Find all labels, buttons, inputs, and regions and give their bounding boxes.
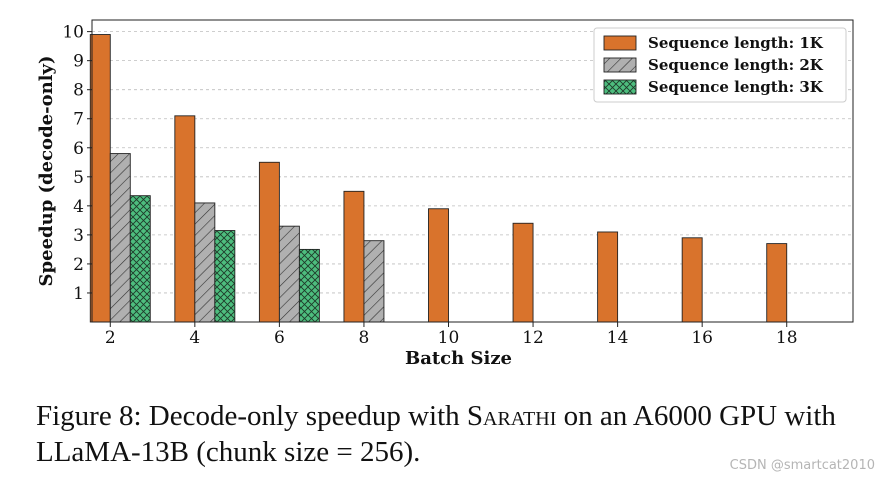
y-tick-label: 8 [73,81,84,101]
bar-1k-batch-12 [512,222,534,323]
bar-1k-batch-10 [428,208,449,323]
y-tick-label: 10 [62,23,84,43]
y-tick-label: 6 [73,139,84,159]
plot-frame [91,19,854,323]
y-tick-label: 4 [73,197,84,217]
watermark: CSDN @smartcat2010 [729,458,875,473]
bar-1k-batch-16 [681,237,703,323]
bar-1k-batch-4 [174,115,196,323]
legend-label-1k: Sequence length: 1K [648,34,824,52]
figure-caption: Figure 8: Decode-only speedup with Sarat… [36,398,881,470]
y-tick-label: 9 [73,52,84,72]
y-tick-label: 1 [73,284,84,304]
x-tick-label: 12 [522,328,544,348]
x-tick-label: 8 [359,328,370,348]
x-tick-label: 4 [189,328,200,348]
y-axis-ticks: 1 2 3 4 5 6 7 8 9 10 [62,23,92,304]
x-tick-label: 16 [691,328,713,348]
bar-1k-batch-18 [766,243,788,323]
bar-1k-batch-2 [89,34,111,323]
bar-1k-batch-14 [597,231,619,323]
y-tick-label: 2 [73,255,84,275]
bar-1k-batch-6 [258,161,280,323]
legend-label-2k: Sequence length: 2K [648,56,824,74]
legend-swatch-3k [603,79,637,95]
legend-label-3k: Sequence length: 3K [648,78,824,96]
caption-system-name: Sarathi [466,400,557,432]
x-tick-label: 18 [776,328,798,348]
bar-2k-batch-2 [109,153,131,323]
x-tick-label: 10 [438,328,460,348]
bar-2k-batch-4 [194,202,216,323]
bar-3k-batch-4 [214,230,236,323]
bar-3k-batch-2 [129,195,151,323]
bar-2k-batch-8 [363,240,385,323]
y-tick-label: 5 [73,168,84,188]
x-tick-label: 2 [105,328,116,348]
legend-box [593,27,847,103]
y-tick-label: 3 [73,226,84,246]
x-axis-label: Batch Size [405,348,512,369]
y-tick-label: 7 [73,110,84,130]
bar-2k-batch-6 [278,225,300,323]
x-axis-ticks: 2 4 6 8 10 12 14 16 18 [105,322,798,348]
caption-prefix: Figure 8: Decode-only speedup with [36,400,467,432]
caption-suffix: on an A6000 GPU with LLaMA-13B (chunk si… [36,400,836,468]
legend-swatch-1k [603,35,637,51]
legend-swatch-2k [603,57,637,73]
legend: Sequence length: 1K Sequence length: 2K Se… [593,27,847,103]
gridlines [92,31,853,294]
x-tick-label: 14 [607,328,629,348]
y-axis-label: Speedup (decode-only) [36,56,57,287]
bar-1k-batch-8 [343,190,365,323]
x-tick-label: 6 [274,328,285,348]
bar-3k-batch-6 [298,248,320,323]
